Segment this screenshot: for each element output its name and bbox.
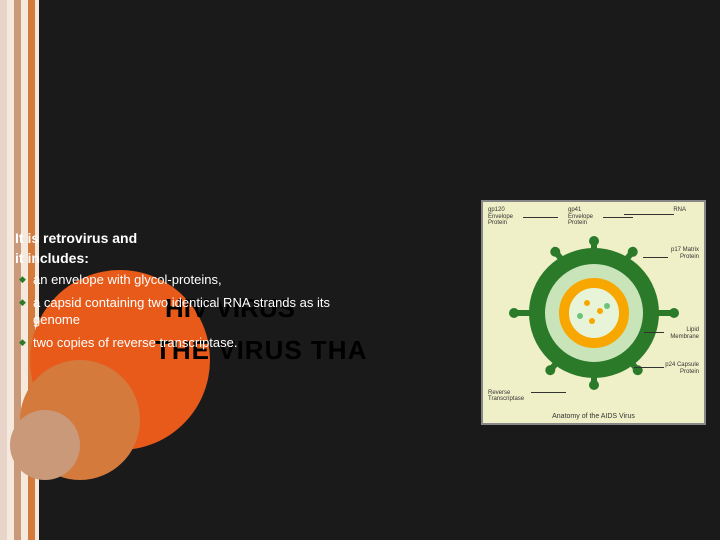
label-reverse: Reverse Transcriptase bbox=[488, 390, 533, 403]
intro-line-1: It is retrovirus and bbox=[15, 230, 355, 246]
diagram-caption: Anatomy of the AIDS Virus bbox=[483, 413, 704, 420]
label-p17: p17 Matrix Protein bbox=[664, 247, 699, 260]
intro-line-2: it includes: bbox=[15, 250, 355, 266]
label-gp120: gp120 Envelope Protein bbox=[488, 207, 528, 227]
body-text: It is retrovirus and it includes: an env… bbox=[15, 230, 355, 358]
label-rna: RNA bbox=[673, 207, 686, 214]
bullet-item: two copies of reverse transcriptase. bbox=[15, 335, 355, 352]
label-p24: p24 Capsule Protein bbox=[659, 362, 699, 375]
label-lipid: Lipid Membrane bbox=[659, 327, 699, 340]
label-gp41: gp41 Envelope Protein bbox=[568, 207, 608, 227]
virus-diagram: gp120 Envelope Protein gp41 Envelope Pro… bbox=[481, 200, 706, 425]
bullet-item: a capsid containing two identical RNA st… bbox=[15, 295, 355, 329]
virus-capsid bbox=[559, 278, 629, 348]
bullet-item: an envelope with glycol-proteins, bbox=[15, 272, 355, 289]
circle-small bbox=[10, 410, 80, 480]
bullet-list: an envelope with glycol-proteins, a caps… bbox=[15, 272, 355, 352]
